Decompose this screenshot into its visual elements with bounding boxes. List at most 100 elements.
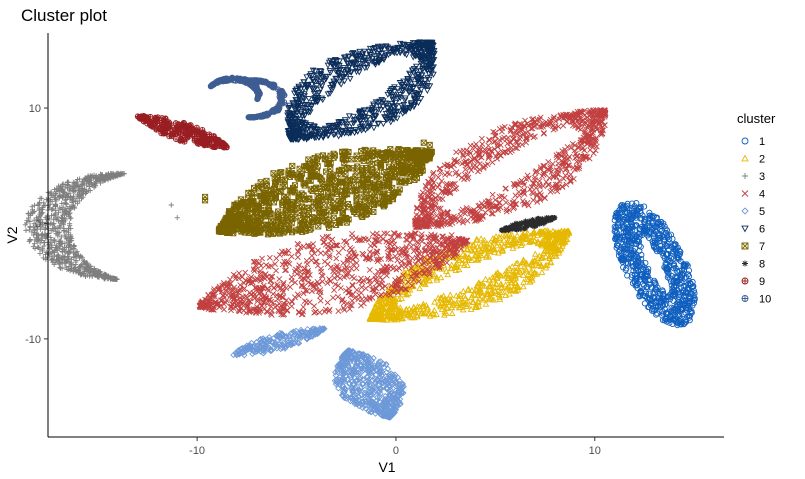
data-point bbox=[71, 243, 78, 249]
data-point bbox=[654, 310, 661, 317]
data-point bbox=[546, 253, 553, 260]
data-point bbox=[660, 290, 667, 297]
data-point bbox=[506, 286, 514, 293]
data-point bbox=[56, 229, 62, 235]
data-point bbox=[634, 285, 641, 292]
data-point bbox=[467, 305, 475, 312]
data-point bbox=[498, 288, 506, 295]
data-point bbox=[682, 316, 689, 323]
data-point bbox=[503, 232, 511, 239]
data-point bbox=[417, 306, 424, 313]
data-point bbox=[467, 241, 475, 248]
data-point bbox=[393, 304, 401, 311]
data-point bbox=[431, 298, 438, 305]
data-point bbox=[409, 255, 416, 262]
data-point bbox=[358, 284, 365, 291]
data-point bbox=[60, 247, 66, 253]
data-point bbox=[471, 251, 479, 258]
data-point bbox=[650, 225, 657, 232]
data-point bbox=[448, 265, 455, 272]
data-point bbox=[372, 312, 380, 319]
data-point bbox=[383, 313, 391, 320]
data-point bbox=[664, 310, 671, 317]
data-point bbox=[409, 266, 417, 273]
data-point bbox=[513, 242, 520, 249]
data-point bbox=[529, 229, 537, 236]
data-point bbox=[614, 233, 621, 240]
data-point bbox=[431, 270, 438, 277]
data-point bbox=[478, 135, 485, 142]
data-point bbox=[420, 310, 427, 317]
data-point bbox=[459, 301, 467, 308]
data-point bbox=[501, 271, 508, 278]
data-point bbox=[538, 268, 546, 275]
data-point bbox=[636, 247, 643, 255]
data-point bbox=[438, 294, 446, 301]
data-point bbox=[653, 311, 660, 318]
data-point bbox=[621, 245, 628, 252]
data-point bbox=[677, 320, 684, 328]
data-point bbox=[628, 274, 635, 281]
data-point bbox=[259, 255, 265, 262]
data-point bbox=[66, 190, 72, 197]
data-point bbox=[29, 229, 35, 235]
data-point bbox=[478, 292, 486, 299]
data-point bbox=[458, 260, 466, 267]
data-point bbox=[490, 296, 498, 303]
data-point bbox=[688, 284, 695, 291]
data-point bbox=[637, 288, 645, 295]
data-point bbox=[481, 282, 488, 289]
data-point bbox=[250, 290, 257, 296]
data-point bbox=[514, 282, 521, 289]
data-point bbox=[644, 227, 651, 234]
data-point bbox=[464, 285, 472, 292]
data-point bbox=[506, 290, 513, 297]
data-point bbox=[413, 311, 421, 318]
data-point bbox=[624, 260, 631, 267]
data-point bbox=[480, 242, 488, 249]
data-point bbox=[403, 290, 410, 297]
data-point bbox=[382, 283, 389, 290]
data-point bbox=[475, 299, 482, 306]
data-point bbox=[376, 295, 383, 302]
data-point bbox=[368, 312, 376, 319]
data-point bbox=[510, 283, 518, 290]
data-point bbox=[689, 302, 696, 309]
data-point bbox=[426, 277, 433, 284]
data-point bbox=[658, 227, 665, 234]
data-point bbox=[522, 267, 530, 274]
data-point bbox=[341, 307, 348, 313]
data-point bbox=[404, 311, 412, 318]
data-point bbox=[633, 200, 640, 207]
data-point bbox=[358, 289, 365, 296]
data-point bbox=[460, 261, 468, 268]
data-point bbox=[548, 187, 555, 194]
data-point bbox=[664, 257, 672, 264]
data-point bbox=[457, 212, 464, 219]
data-point bbox=[440, 262, 448, 269]
data-point bbox=[553, 229, 561, 236]
data-point bbox=[490, 238, 498, 245]
data-point bbox=[529, 262, 537, 269]
data-point bbox=[459, 287, 467, 294]
plot-points bbox=[22, 39, 698, 421]
data-point bbox=[612, 235, 619, 242]
data-point bbox=[60, 260, 66, 266]
data-point bbox=[463, 246, 471, 253]
data-point bbox=[358, 275, 364, 282]
data-point bbox=[663, 268, 671, 275]
data-point bbox=[337, 275, 344, 282]
data-point bbox=[656, 231, 663, 239]
data-point bbox=[484, 290, 492, 297]
data-point bbox=[462, 166, 469, 173]
data-point bbox=[637, 203, 644, 210]
data-point bbox=[561, 237, 569, 244]
data-point bbox=[276, 276, 283, 282]
data-point bbox=[509, 267, 517, 274]
data-point bbox=[631, 205, 638, 213]
data-point bbox=[684, 285, 691, 292]
data-point bbox=[414, 303, 421, 310]
data-point bbox=[542, 253, 550, 260]
data-point bbox=[60, 181, 66, 187]
data-point bbox=[566, 153, 573, 160]
